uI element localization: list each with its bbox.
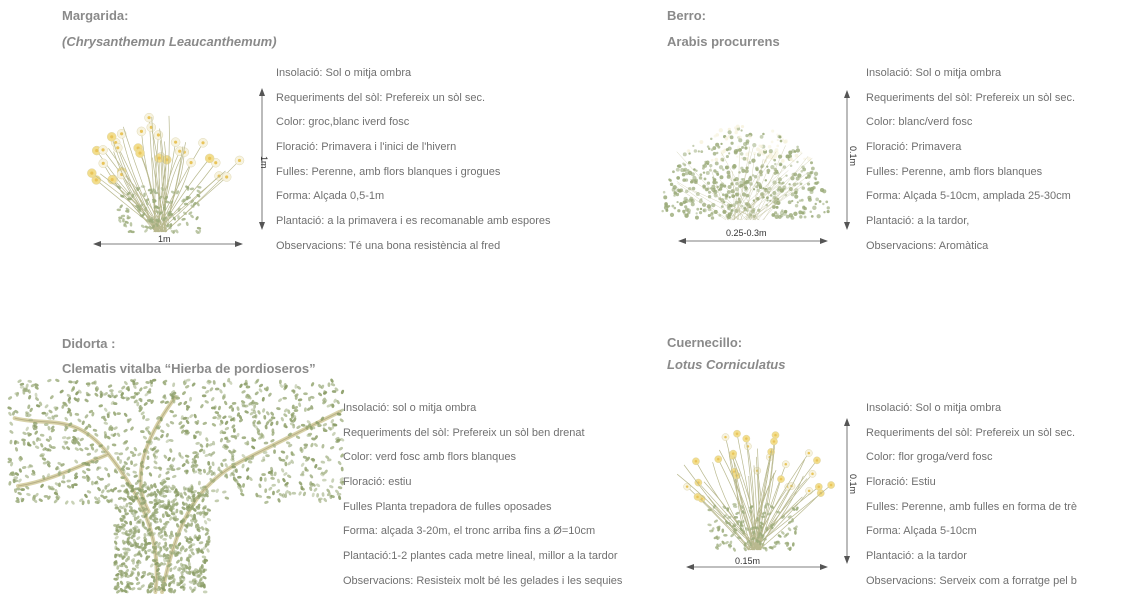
width-dimension-arrow <box>686 564 828 570</box>
width-dimension-arrow <box>678 238 828 244</box>
property-requeriments: Requeriments del sòl: Prefereix un sòl b… <box>343 426 585 439</box>
property-color: Color: groc,blanc iverd fosc <box>276 116 410 129</box>
property-floracio: Floració: Primavera <box>866 141 962 154</box>
width-label: 0.15m <box>735 556 761 566</box>
property-floracio: Floració: Primavera i l'inici de l'hiver… <box>276 141 457 154</box>
property-requeriments: Requeriments del sòl: Prefereix un sòl s… <box>866 91 1076 104</box>
height-dimension-arrow <box>259 88 265 230</box>
property-list-cuernecillo: Insolació: Sol o mitja ombra Requeriment… <box>866 401 1077 599</box>
property-floracio: Floració: Estiu <box>866 476 936 489</box>
property-insolacio: Insolació: Sol o mitja ombra <box>866 67 1002 79</box>
plant-name-didorta: Didorta : <box>62 336 116 351</box>
property-list-margarida: Insolació: Sol o mitja ombra Requeriment… <box>276 66 551 264</box>
property-insolacio: Insolació: Sol o mitja ombra <box>276 67 412 79</box>
property-color: Color: flor groga/verd fosc <box>866 451 993 464</box>
height-label: 1m <box>259 156 269 169</box>
margarida-illustration <box>87 112 245 234</box>
plant-scientific-name-didorta: Clematis vitalba “Hierba de pordioseros” <box>62 361 316 376</box>
width-dimension-arrow <box>93 241 243 247</box>
property-fulles: Fulles: Perenne, amb fulles en forma de … <box>866 500 1077 513</box>
plant-name-cuernecillo: Cuernecillo: <box>667 335 743 350</box>
height-label: 0.1m <box>848 474 858 495</box>
property-plantacio: Plantació: a la tardor, <box>866 215 970 228</box>
plant-name-margarida: Margarida: <box>62 8 129 23</box>
property-insolacio: Insolació: Sol o mitja ombra <box>866 402 1002 414</box>
property-forma: Forma: Alçada 5-10cm, amplada 25-30cm <box>866 190 1071 203</box>
property-forma: Forma: Alçada 0,5-1m <box>276 190 385 203</box>
property-list-berro: Insolació: Sol o mitja ombra Requeriment… <box>866 66 1075 264</box>
property-color: Color: blanc/verd fosc <box>866 116 973 129</box>
property-plantacio: Plantació: a la tardor <box>866 550 967 563</box>
property-plantacio: Plantació:1-2 plantes cada metre lineal,… <box>343 550 618 563</box>
plant-scientific-name-berro: Arabis procurrens <box>667 34 780 49</box>
property-requeriments: Requeriments del sòl: Prefereix un sòl s… <box>866 426 1076 439</box>
property-forma: Forma: Alçada 5-10cm <box>866 525 977 538</box>
height-label: 0.1m <box>848 146 858 167</box>
property-floracio: Floració: estiu <box>343 476 412 489</box>
property-observacions: Observacions: Té una bona resistència al… <box>276 239 501 252</box>
property-forma: Forma: alçada 3-20m, el tronc arriba fin… <box>343 525 596 538</box>
property-list-didorta: Insolació: sol o mitja ombra Requeriment… <box>343 401 622 599</box>
width-label: 0.25-0.3m <box>726 228 767 238</box>
plant-scientific-name-cuernecillo: Lotus Corniculatus <box>667 357 786 372</box>
plant-scientific-name-margarida: (Chrysanthemun Leaucanthemum) <box>62 34 277 49</box>
width-label: 1m <box>158 234 171 244</box>
property-insolacio: Insolació: sol o mitja ombra <box>343 402 477 414</box>
property-plantacio: Plantació: a la primavera i es recomanab… <box>276 215 551 228</box>
height-dimension-arrow <box>844 418 850 564</box>
height-dimension-arrow <box>844 90 850 230</box>
property-fulles: Fulles Planta trepadora de fulles oposad… <box>343 500 552 513</box>
property-observacions: Observacions: Resisteix molt bé les gela… <box>343 574 623 587</box>
clematis-illustration <box>7 377 345 594</box>
property-requeriments: Requeriments del sòl: Prefereix un sòl s… <box>276 91 486 104</box>
property-fulles: Fulles: Perenne, amb flors blanques i gr… <box>276 165 501 178</box>
berro-illustration <box>661 124 830 221</box>
property-observacions: Observacions: Aromàtica <box>866 239 989 252</box>
plant-name-berro: Berro: <box>667 8 707 23</box>
lotus-illustration <box>676 429 835 552</box>
property-color: Color: verd fosc amb flors blanques <box>343 451 517 464</box>
property-fulles: Fulles: Perenne, amb flors blanques <box>866 165 1043 178</box>
property-observacions: Observacions: Serveix com a forratge pel… <box>866 574 1077 587</box>
